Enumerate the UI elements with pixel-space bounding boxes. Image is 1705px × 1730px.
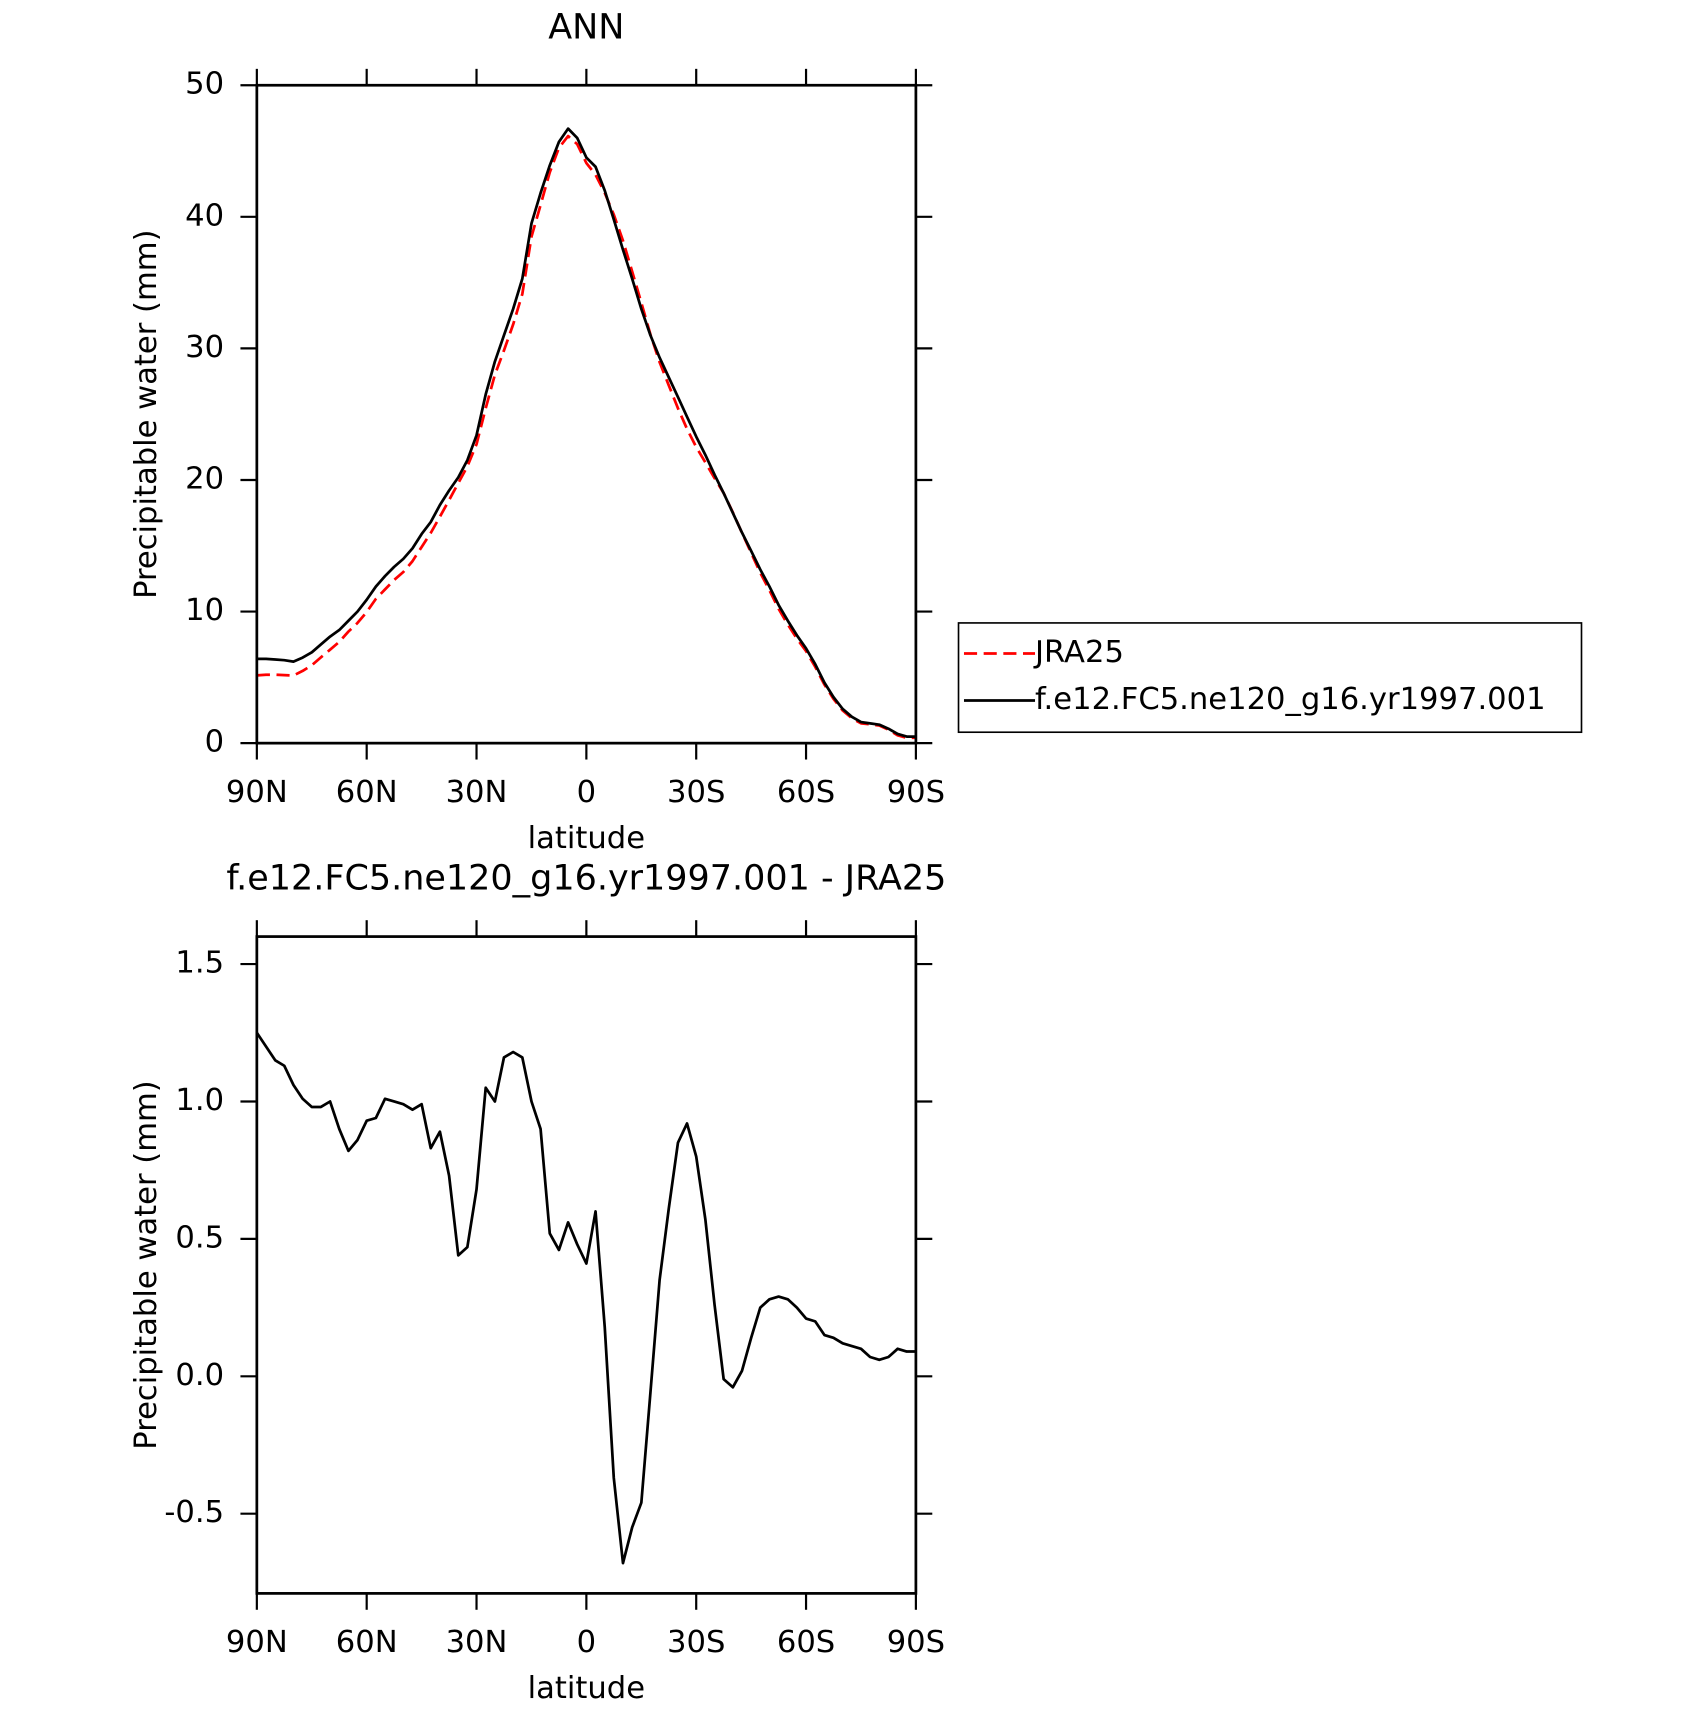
- y-tick-label: 0.0: [175, 1358, 224, 1393]
- x-axis-label: latitude: [528, 821, 645, 856]
- x-tick-label: 60S: [777, 775, 835, 810]
- x-tick-label: 60N: [336, 1625, 398, 1660]
- x-tick-label: 90N: [226, 1625, 288, 1660]
- x-tick-label: 30N: [446, 775, 508, 810]
- x-tick-label: 60N: [336, 775, 398, 810]
- x-tick-label: 90S: [887, 775, 945, 810]
- series-line: [255, 1031, 916, 1565]
- legend-label: f.e12.FC5.ne120_g16.yr1997.001: [1035, 682, 1546, 717]
- legend-label: JRA25: [1033, 635, 1124, 670]
- y-tick-label: 1.0: [175, 1083, 224, 1118]
- x-tick-label: 30N: [446, 1625, 508, 1660]
- y-tick-label: 20: [185, 461, 224, 496]
- y-axis-label: Precipitable water (mm): [129, 229, 164, 598]
- plot-frame: [255, 83, 918, 745]
- series-line: [256, 127, 916, 738]
- y-tick-label: 10: [185, 593, 224, 628]
- y-tick-label: 0.5: [175, 1220, 224, 1255]
- y-tick-label: 50: [185, 67, 224, 102]
- y-tick-label: 0: [205, 725, 224, 760]
- series-line: [256, 134, 916, 740]
- plot-frame: [255, 935, 918, 1595]
- y-tick-label: 1.5: [175, 946, 224, 981]
- x-tick-label: 0: [577, 1625, 596, 1660]
- chart-title: ANN: [548, 7, 624, 47]
- y-axis-label: Precipitable water (mm): [129, 1080, 164, 1449]
- x-tick-label: 30S: [667, 775, 725, 810]
- x-tick-label: 90S: [887, 1625, 945, 1660]
- x-tick-label: 90N: [226, 775, 288, 810]
- legend-box: [957, 622, 1583, 734]
- y-tick-label: 40: [185, 198, 224, 233]
- y-tick-label: 30: [185, 330, 224, 365]
- chart-title: f.e12.FC5.ne120_g16.yr1997.001 - JRA25: [226, 859, 946, 899]
- x-axis-label: latitude: [528, 1671, 645, 1706]
- x-tick-label: 0: [577, 775, 596, 810]
- x-tick-label: 30S: [667, 1625, 725, 1660]
- y-tick-label: -0.5: [164, 1495, 224, 1530]
- x-tick-label: 60S: [777, 1625, 835, 1660]
